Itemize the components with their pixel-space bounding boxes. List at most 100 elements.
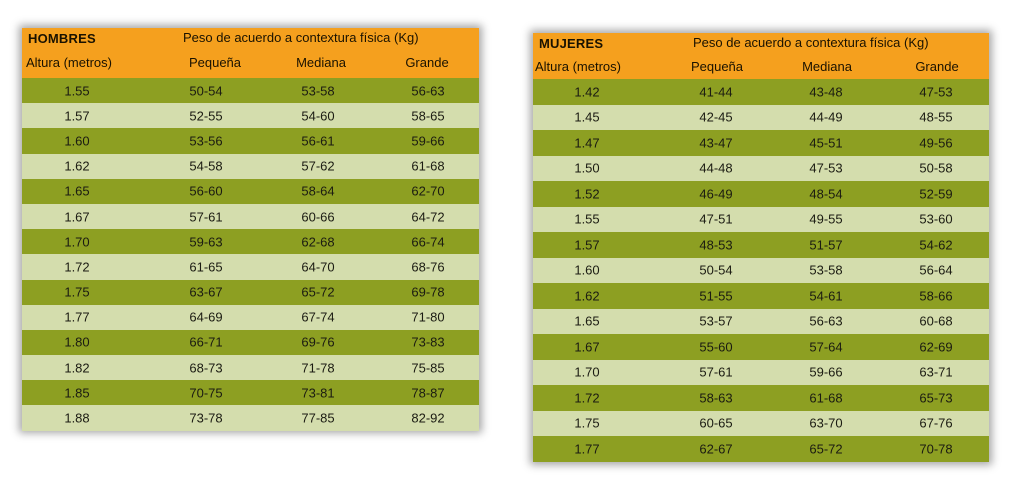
cell-grande: 82-92 xyxy=(411,410,445,426)
cell-pequena: 52-55 xyxy=(189,108,223,124)
cell-pequena: 63-67 xyxy=(189,284,223,300)
cell-altura: 1.62 xyxy=(574,288,600,304)
table-row: 1.70 59-63 62-68 66-74 xyxy=(22,229,479,255)
cell-altura: 1.57 xyxy=(64,108,90,124)
mujeres-table-header: MUJERES Peso de acuerdo a contextura fís… xyxy=(533,33,989,79)
cell-pequena: 46-49 xyxy=(699,186,733,202)
table-row: 1.55 50-54 53-58 56-63 xyxy=(22,78,479,104)
cell-grande: 48-55 xyxy=(919,109,953,125)
mujeres-col-mediana: Mediana xyxy=(802,59,852,74)
mujeres-table-body: 1.42 41-44 43-48 47-53 1.45 42-45 44-49 48-55 1.… xyxy=(533,79,989,462)
cell-grande: 71-80 xyxy=(411,309,445,325)
cell-grande: 67-76 xyxy=(919,415,953,431)
table-row: 1.57 48-53 51-57 54-62 xyxy=(533,232,989,258)
cell-altura: 1.70 xyxy=(574,364,600,380)
cell-pequena: 41-44 xyxy=(699,84,733,100)
cell-altura: 1.72 xyxy=(64,259,90,275)
table-row: 1.65 53-57 56-63 60-68 xyxy=(533,308,989,334)
cell-mediana: 57-64 xyxy=(809,339,843,355)
cell-mediana: 61-68 xyxy=(809,390,843,406)
cell-pequena: 70-75 xyxy=(189,385,223,401)
cell-grande: 50-58 xyxy=(919,160,953,176)
cell-grande: 62-69 xyxy=(919,339,953,355)
cell-grande: 56-63 xyxy=(411,83,445,99)
mujeres-weight-table: MUJERES Peso de acuerdo a contextura fís… xyxy=(533,33,989,462)
cell-grande: 64-72 xyxy=(411,209,445,225)
cell-mediana: 67-74 xyxy=(301,309,335,325)
cell-pequena: 54-58 xyxy=(189,158,223,174)
table-row: 1.52 46-49 48-54 52-59 xyxy=(533,181,989,207)
cell-pequena: 48-53 xyxy=(699,237,733,253)
cell-pequena: 61-65 xyxy=(189,259,223,275)
cell-pequena: 50-54 xyxy=(189,83,223,99)
table-row: 1.60 50-54 53-58 56-64 xyxy=(533,257,989,283)
cell-mediana: 65-72 xyxy=(301,284,335,300)
cell-altura: 1.67 xyxy=(64,209,90,225)
cell-grande: 65-73 xyxy=(919,390,953,406)
cell-mediana: 63-70 xyxy=(809,415,843,431)
cell-mediana: 49-55 xyxy=(809,211,843,227)
cell-grande: 78-87 xyxy=(411,385,445,401)
cell-pequena: 50-54 xyxy=(699,262,733,278)
table-row: 1.45 42-45 44-49 48-55 xyxy=(533,104,989,130)
table-row: 1.47 43-47 45-51 49-56 xyxy=(533,130,989,156)
table-row: 1.67 57-61 60-66 64-72 xyxy=(22,203,479,230)
cell-mediana: 71-78 xyxy=(301,360,335,376)
cell-mediana: 56-61 xyxy=(301,133,335,149)
hombres-table-body: 1.55 50-54 53-58 56-63 1.57 52-55 54-60 58-65 1.… xyxy=(22,78,479,431)
table-row: 1.85 70-75 73-81 78-87 xyxy=(22,380,479,406)
cell-altura: 1.60 xyxy=(574,262,600,278)
cell-pequena: 44-48 xyxy=(699,160,733,176)
cell-altura: 1.65 xyxy=(64,183,90,199)
cell-grande: 63-71 xyxy=(919,364,953,380)
cell-mediana: 69-76 xyxy=(301,334,335,350)
cell-altura: 1.55 xyxy=(64,83,90,99)
cell-pequena: 47-51 xyxy=(699,211,733,227)
cell-mediana: 59-66 xyxy=(809,364,843,380)
cell-mediana: 62-68 xyxy=(301,234,335,250)
table-row: 1.75 60-65 63-70 67-76 xyxy=(533,410,989,436)
cell-pequena: 53-56 xyxy=(189,133,223,149)
hombres-col-altura: Altura (metros) xyxy=(26,55,112,70)
cell-altura: 1.42 xyxy=(574,84,600,100)
cell-pequena: 73-78 xyxy=(189,410,223,426)
cell-grande: 69-78 xyxy=(411,284,445,300)
cell-grande: 52-59 xyxy=(919,186,953,202)
cell-mediana: 53-58 xyxy=(301,83,335,99)
cell-altura: 1.70 xyxy=(64,234,90,250)
cell-altura: 1.72 xyxy=(574,390,600,406)
cell-mediana: 64-70 xyxy=(301,259,335,275)
table-row: 1.62 54-58 57-62 61-68 xyxy=(22,153,479,179)
table-row: 1.77 64-69 67-74 71-80 xyxy=(22,304,479,330)
cell-pequena: 42-45 xyxy=(699,109,733,125)
cell-altura: 1.60 xyxy=(64,133,90,149)
cell-mediana: 54-61 xyxy=(809,288,843,304)
cell-altura: 1.45 xyxy=(574,109,600,125)
table-row: 1.72 61-65 64-70 68-76 xyxy=(22,254,479,280)
cell-pequena: 68-73 xyxy=(189,360,223,376)
cell-mediana: 44-49 xyxy=(809,109,843,125)
cell-grande: 73-83 xyxy=(411,334,445,350)
cell-altura: 1.88 xyxy=(64,410,90,426)
cell-altura: 1.77 xyxy=(64,309,90,325)
cell-mediana: 57-62 xyxy=(301,158,335,174)
cell-mediana: 53-58 xyxy=(809,262,843,278)
cell-grande: 59-66 xyxy=(411,133,445,149)
cell-altura: 1.50 xyxy=(574,160,600,176)
cell-grande: 53-60 xyxy=(919,211,953,227)
cell-mediana: 45-51 xyxy=(809,135,843,151)
hombres-table-header: HOMBRES Peso de acuerdo a contextura fís… xyxy=(22,28,479,78)
cell-mediana: 43-48 xyxy=(809,84,843,100)
cell-altura: 1.47 xyxy=(574,135,600,151)
cell-altura: 1.55 xyxy=(574,211,600,227)
table-row: 1.82 68-73 71-78 75-85 xyxy=(22,355,479,381)
cell-altura: 1.52 xyxy=(574,186,600,202)
hombres-weight-super-header: Peso de acuerdo a contextura física (Kg) xyxy=(183,30,419,45)
cell-pequena: 62-67 xyxy=(699,441,733,457)
mujeres-col-grande: Grande xyxy=(915,59,959,74)
cell-altura: 1.57 xyxy=(574,237,600,253)
cell-mediana: 60-66 xyxy=(301,209,335,225)
cell-mediana: 58-64 xyxy=(301,183,335,199)
hombres-col-grande: Grande xyxy=(405,55,449,70)
table-row: 1.55 47-51 49-55 53-60 xyxy=(533,206,989,232)
